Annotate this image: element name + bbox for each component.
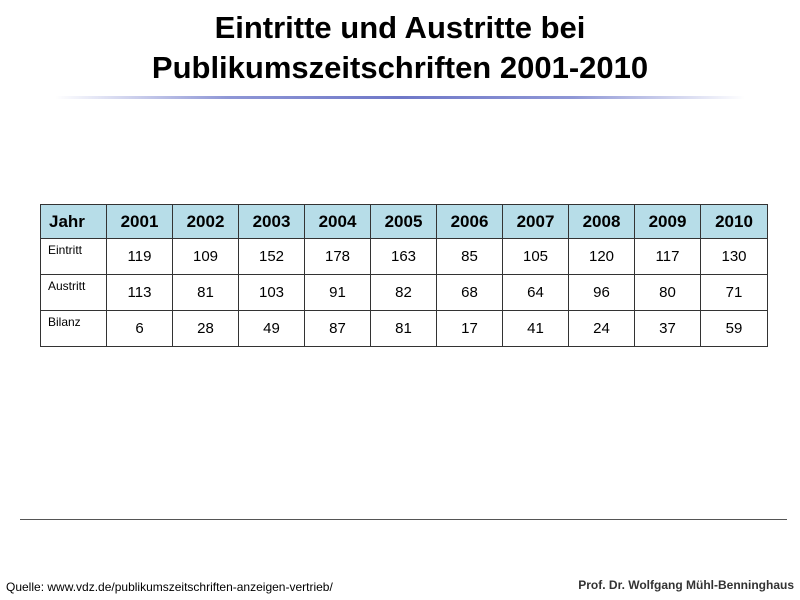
source-note: Quelle: www.vdz.de/publikumszeitschrifte…	[6, 580, 333, 594]
table-cell: 152	[238, 238, 305, 275]
table-cell: 82	[370, 274, 437, 311]
table-cell: 6	[106, 310, 173, 347]
table-cell: 91	[304, 274, 371, 311]
table-cell: 81	[172, 274, 239, 311]
table-cell: 113	[106, 274, 173, 311]
table-cell: 81	[370, 310, 437, 347]
table-cell: 28	[172, 310, 239, 347]
table-cell: 24	[568, 310, 635, 347]
header-cell-year: 2005	[370, 204, 437, 239]
header-cell-year: 2010	[700, 204, 768, 239]
table-header-row: Jahr 2001 2002 2003 2004 2005 2006 2007 …	[40, 204, 768, 239]
table-cell: 37	[634, 310, 701, 347]
slide-title-line-2: Publikumszeitschriften 2001-2010	[151, 50, 649, 85]
header-cell-year: 2003	[238, 204, 305, 239]
table-row-austritt: Austritt 113 81 103 91 82 68 64 96 80 71	[40, 274, 768, 311]
table-cell: 41	[502, 310, 569, 347]
footer-divider	[20, 519, 787, 520]
table-cell: 85	[436, 238, 503, 275]
data-table: Jahr 2001 2002 2003 2004 2005 2006 2007 …	[40, 204, 768, 347]
table-cell: 163	[370, 238, 437, 275]
header-cell-jahr: Jahr	[40, 204, 107, 239]
table-cell: 71	[700, 274, 768, 311]
table-cell: 68	[436, 274, 503, 311]
table-cell: 49	[238, 310, 305, 347]
header-cell-year: 2001	[106, 204, 173, 239]
table-cell: 120	[568, 238, 635, 275]
table-row-eintritt: Eintritt 119 109 152 178 163 85 105 120 …	[40, 238, 768, 275]
header-cell-year: 2008	[568, 204, 635, 239]
header-cell-year: 2004	[304, 204, 371, 239]
slide-title-line-1: Eintritte und Austritte bei	[214, 10, 586, 45]
table-cell: 178	[304, 238, 371, 275]
table-cell: 80	[634, 274, 701, 311]
table-cell: 17	[436, 310, 503, 347]
table-cell: 59	[700, 310, 768, 347]
header-cell-year: 2006	[436, 204, 503, 239]
table-cell: 96	[568, 274, 635, 311]
table-cell: 105	[502, 238, 569, 275]
table-cell: 103	[238, 274, 305, 311]
table-cell: 119	[106, 238, 173, 275]
header-cell-year: 2002	[172, 204, 239, 239]
row-label-bilanz: Bilanz	[40, 310, 107, 347]
title-divider	[55, 96, 745, 99]
author-name: Prof. Dr. Wolfgang Mühl-Benninghaus	[578, 578, 794, 592]
table-row-bilanz: Bilanz 6 28 49 87 81 17 41 24 37 59	[40, 310, 768, 347]
header-cell-year: 2009	[634, 204, 701, 239]
table-cell: 87	[304, 310, 371, 347]
table-cell: 64	[502, 274, 569, 311]
table-cell: 109	[172, 238, 239, 275]
table-cell: 130	[700, 238, 768, 275]
header-cell-year: 2007	[502, 204, 569, 239]
slide-title: Eintritte und Austritte bei Publikumszei…	[0, 8, 800, 88]
table-cell: 117	[634, 238, 701, 275]
row-label-eintritt: Eintritt	[40, 238, 107, 275]
row-label-austritt: Austritt	[40, 274, 107, 311]
